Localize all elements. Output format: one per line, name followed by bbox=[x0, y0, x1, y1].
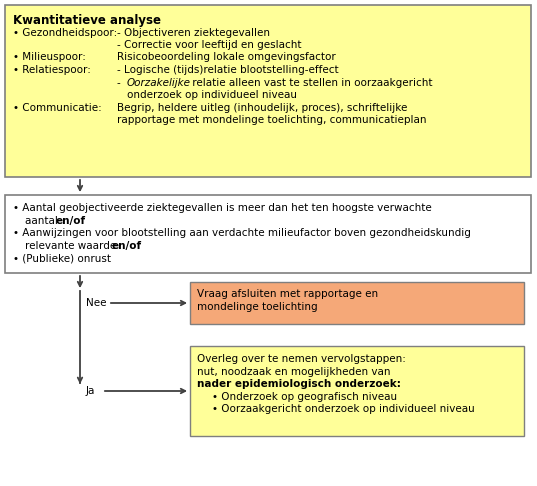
Text: Nee: Nee bbox=[86, 298, 106, 308]
Text: • Relatiespoor:: • Relatiespoor: bbox=[13, 65, 91, 75]
Text: rapportage met mondelinge toelichting, communicatieplan: rapportage met mondelinge toelichting, c… bbox=[117, 115, 426, 125]
Text: Vraag afsluiten met rapportage en: Vraag afsluiten met rapportage en bbox=[197, 289, 378, 299]
Text: • Gezondheidspoor:: • Gezondheidspoor: bbox=[13, 28, 117, 37]
Text: nader epidemiologisch onderzoek:: nader epidemiologisch onderzoek: bbox=[197, 379, 401, 389]
Text: • (Publieke) onrust: • (Publieke) onrust bbox=[13, 253, 111, 263]
Text: -: - bbox=[117, 77, 124, 87]
Text: Overleg over te nemen vervolgstappen:: Overleg over te nemen vervolgstappen: bbox=[197, 354, 406, 364]
Text: • Communicatie:: • Communicatie: bbox=[13, 103, 101, 112]
Text: Kwantitatieve analyse: Kwantitatieve analyse bbox=[13, 14, 161, 27]
Text: • Milieuspoor:: • Milieuspoor: bbox=[13, 52, 86, 63]
Text: mondelinge toelichting: mondelinge toelichting bbox=[197, 302, 317, 312]
Text: • Aanwijzingen voor blootstelling aan verdachte milieufactor boven gezondheidsku: • Aanwijzingen voor blootstelling aan ve… bbox=[13, 228, 471, 238]
Text: - Logische (tijds)relatie blootstelling-effect: - Logische (tijds)relatie blootstelling-… bbox=[117, 65, 339, 75]
Text: - Correctie voor leeftijd en geslacht: - Correctie voor leeftijd en geslacht bbox=[117, 40, 301, 50]
Text: onderzoek op individueel niveau: onderzoek op individueel niveau bbox=[127, 90, 297, 100]
Bar bbox=[5, 195, 531, 273]
Text: Oorzakelijke: Oorzakelijke bbox=[127, 77, 191, 87]
Text: relevante waarde: relevante waarde bbox=[25, 241, 120, 250]
Text: • Aantal geobjectiveerde ziektegevallen is meer dan het ten hoogste verwachte: • Aantal geobjectiveerde ziektegevallen … bbox=[13, 203, 432, 213]
Text: Risicobeoordeling lokale omgevingsfactor: Risicobeoordeling lokale omgevingsfactor bbox=[117, 52, 336, 63]
Text: • Oorzaakgericht onderzoek op individueel niveau: • Oorzaakgericht onderzoek op individuee… bbox=[212, 404, 475, 414]
Text: Begrip, heldere uitleg (inhoudelijk, proces), schriftelijke: Begrip, heldere uitleg (inhoudelijk, pro… bbox=[117, 103, 408, 112]
Bar bbox=[190, 282, 524, 324]
Text: Ja: Ja bbox=[86, 386, 96, 396]
Bar bbox=[190, 346, 524, 436]
Text: en/of: en/of bbox=[55, 215, 85, 226]
Text: - Objectiveren ziektegevallen: - Objectiveren ziektegevallen bbox=[117, 28, 270, 37]
Text: en/of: en/of bbox=[112, 241, 142, 250]
Text: relatie alleen vast te stellen in oorzaakgericht: relatie alleen vast te stellen in oorzaa… bbox=[189, 77, 432, 87]
Text: • Onderzoek op geografisch niveau: • Onderzoek op geografisch niveau bbox=[212, 392, 397, 401]
Text: nut, noodzaak en mogelijkheden van: nut, noodzaak en mogelijkheden van bbox=[197, 366, 390, 377]
Text: aantal: aantal bbox=[25, 215, 61, 226]
Bar bbox=[5, 5, 531, 177]
